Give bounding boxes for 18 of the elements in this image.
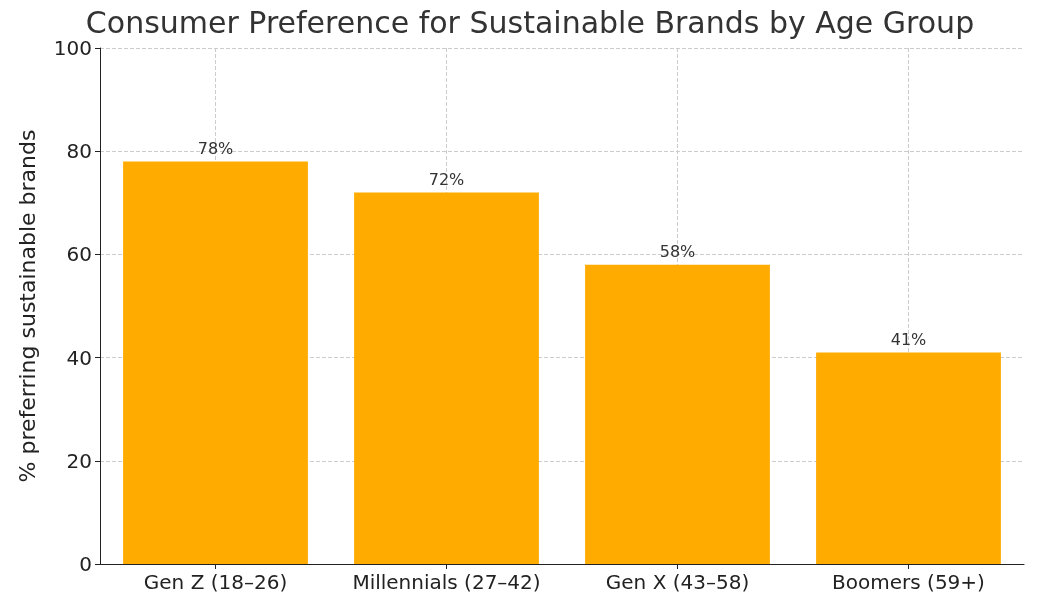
y-tick-label: 40 [66, 345, 92, 370]
y-axis-title: % preferring sustainable brands [14, 129, 40, 483]
bar [123, 161, 308, 564]
y-tick-label: 0 [79, 552, 92, 576]
x-tick-label: Gen X (43–58) [605, 570, 750, 594]
data-label: 58% [659, 242, 696, 262]
y-tick-label: 20 [66, 448, 92, 473]
bar [354, 192, 539, 564]
y-tick-label: 80 [66, 139, 92, 164]
x-tick-label: Millennials (27–42) [352, 570, 541, 594]
data-label: 41% [890, 329, 927, 349]
data-label: 78% [197, 139, 234, 159]
bar [585, 264, 770, 564]
x-tick-label: Boomers (59+) [832, 570, 985, 594]
bar [816, 352, 1001, 564]
y-tick-label: 60 [66, 242, 92, 267]
data-label: 72% [428, 169, 465, 189]
x-tick-label: Gen Z (18–26) [143, 570, 288, 594]
